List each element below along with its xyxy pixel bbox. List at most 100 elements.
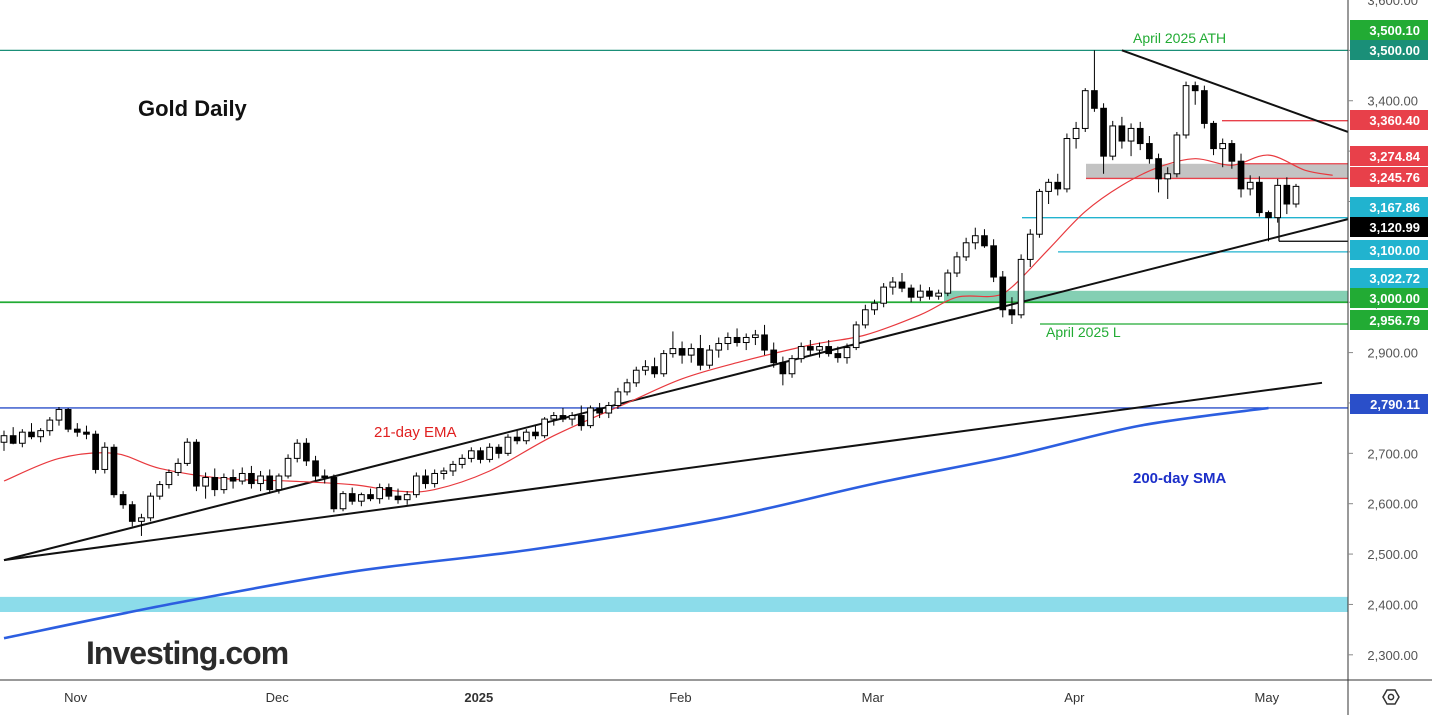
- candle: [1118, 116, 1126, 149]
- candle-body: [101, 446, 109, 470]
- candle: [138, 513, 145, 536]
- candle-body: [697, 348, 704, 366]
- candle-body: [1228, 143, 1236, 162]
- price-tag-label: 3,022.72: [1369, 271, 1420, 286]
- candle: [871, 299, 878, 315]
- sma-200-line: [3, 406, 1269, 640]
- candle-body: [394, 495, 402, 501]
- candle-body: [797, 346, 805, 360]
- candle-body: [944, 272, 952, 294]
- candle: [467, 447, 475, 463]
- investing-watermark: Investing.com: [86, 635, 288, 671]
- price-tag-label: 3,167.86: [1369, 200, 1420, 215]
- x-tick-label: May: [1255, 690, 1280, 705]
- price-tag-bg: [1350, 268, 1428, 288]
- candle-body: [816, 346, 823, 351]
- price-tag: 2,790.11: [1350, 394, 1428, 414]
- price-tag-label: 2,790.11: [1370, 397, 1420, 412]
- candle-body: [871, 302, 878, 311]
- candle: [632, 366, 640, 387]
- trendline-2: [1121, 49, 1349, 133]
- annotation-ath: April 2025 ATH: [1133, 30, 1226, 46]
- price-tag-bg: [1350, 146, 1428, 166]
- candle-body: [669, 348, 677, 355]
- candle-body: [1173, 134, 1181, 175]
- candle-body: [522, 431, 530, 442]
- candle: [770, 342, 778, 368]
- candle-body: [486, 446, 493, 460]
- candle: [816, 342, 823, 358]
- candle: [990, 239, 997, 283]
- price-tag: 3,245.76: [1350, 167, 1428, 187]
- candle-body: [495, 446, 503, 454]
- candle: [367, 488, 374, 502]
- candle: [128, 501, 136, 527]
- candle-body: [1026, 233, 1034, 260]
- candle: [1237, 153, 1245, 198]
- candle-body: [1256, 181, 1263, 214]
- price-tag: 3,000.00: [1350, 288, 1428, 308]
- candle-body: [724, 336, 732, 345]
- candle-body: [861, 309, 869, 326]
- candle-body: [577, 415, 585, 427]
- candle-body: [962, 242, 970, 258]
- candle: [174, 458, 182, 476]
- price-tag: 3,022.72: [1350, 268, 1428, 288]
- candle: [229, 469, 237, 489]
- price-tag-label: 3,120.99: [1369, 220, 1420, 235]
- candle: [449, 460, 457, 476]
- candle-body: [1072, 127, 1080, 140]
- annotation-ema: 21-day EMA: [374, 424, 457, 441]
- price-tag-label: 3,000.00: [1369, 291, 1420, 306]
- candle: [1228, 140, 1236, 169]
- candle-body: [1237, 160, 1245, 190]
- trendlines-layer: [3, 49, 1349, 562]
- candle: [926, 287, 933, 300]
- candle: [0, 430, 8, 451]
- price-tag: 3,167.86: [1350, 197, 1428, 217]
- candle: [73, 423, 81, 437]
- candle: [1127, 123, 1135, 157]
- candle-body: [37, 430, 44, 438]
- candle: [541, 417, 548, 439]
- price-tag-bg: [1350, 217, 1428, 237]
- candle-body: [238, 472, 246, 482]
- candle: [358, 492, 365, 507]
- candle: [678, 341, 686, 364]
- candle-body: [605, 404, 613, 414]
- price-tag-bg: [1350, 310, 1428, 330]
- candle: [532, 425, 539, 440]
- candle-body: [64, 409, 72, 430]
- candle-body: [412, 475, 420, 496]
- candle: [605, 401, 613, 419]
- candle: [202, 472, 209, 499]
- candle-body: [715, 343, 723, 351]
- candle-body: [953, 256, 961, 274]
- chart-title: Gold Daily: [138, 96, 248, 121]
- price-tag-label: 3,360.40: [1369, 113, 1420, 128]
- candle: [916, 284, 924, 302]
- settings-icon[interactable]: [1382, 689, 1400, 705]
- candle-body: [467, 450, 475, 459]
- candle-body: [266, 475, 274, 491]
- candle-body: [532, 431, 539, 437]
- candle-body: [935, 292, 942, 297]
- candle: [687, 343, 695, 363]
- candle: [1246, 175, 1254, 196]
- candle: [623, 378, 631, 396]
- candle: [779, 356, 787, 386]
- candle-body: [1017, 258, 1025, 316]
- candle: [577, 405, 585, 431]
- candle-body: [834, 353, 842, 359]
- candle-body: [119, 494, 127, 506]
- y-tick-label: 2,500.00: [1367, 547, 1418, 562]
- candle: [83, 425, 90, 440]
- candle: [110, 444, 118, 498]
- y-tick-label: 2,300.00: [1367, 648, 1418, 663]
- candle: [101, 442, 109, 474]
- candle: [1201, 85, 1208, 129]
- candle: [1265, 210, 1272, 242]
- candle-body: [513, 436, 521, 442]
- candle: [293, 439, 301, 463]
